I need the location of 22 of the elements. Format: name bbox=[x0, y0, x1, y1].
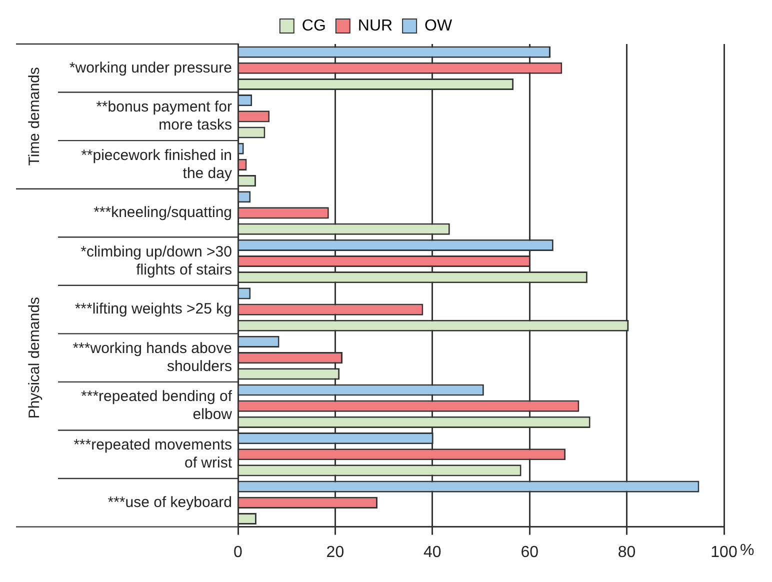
text: Physical demands bbox=[26, 296, 44, 419]
y-tick-label: **bonus payment for more tasks bbox=[96, 98, 232, 134]
text: Time demands bbox=[26, 67, 44, 166]
x-tick-label: 100 bbox=[710, 544, 738, 561]
y-tick-label: *climbing up/down >30 flights of stairs bbox=[80, 243, 232, 278]
y-tick-label: ***repeated bending of elbow bbox=[81, 388, 233, 424]
y-tick-label: ***working hands above shoulders bbox=[72, 340, 232, 375]
y-tick-label: *working under pressure bbox=[69, 59, 232, 76]
x-tick-label: 20 bbox=[326, 544, 344, 561]
y-tick-label: ***use of keyboard bbox=[108, 494, 232, 511]
legend-label: NUR bbox=[358, 17, 393, 34]
y-tick-label: ***lifting weights >25 kg bbox=[74, 300, 232, 318]
y-tick-label: **piecework finished in the day bbox=[81, 146, 232, 182]
x-tick-label: 60 bbox=[520, 544, 539, 561]
x-axis-title: % bbox=[740, 542, 754, 560]
legend-label: CG bbox=[302, 17, 326, 34]
legend-label: OW bbox=[424, 17, 454, 34]
x-tick-label: 40 bbox=[424, 544, 442, 561]
x-tick-label: 0 bbox=[234, 544, 243, 561]
x-tick-label: 80 bbox=[618, 544, 636, 561]
y-tick-label: ***kneeling/squatting bbox=[94, 204, 232, 222]
y-tick-label: ***repeated movements of wrist bbox=[74, 436, 233, 472]
